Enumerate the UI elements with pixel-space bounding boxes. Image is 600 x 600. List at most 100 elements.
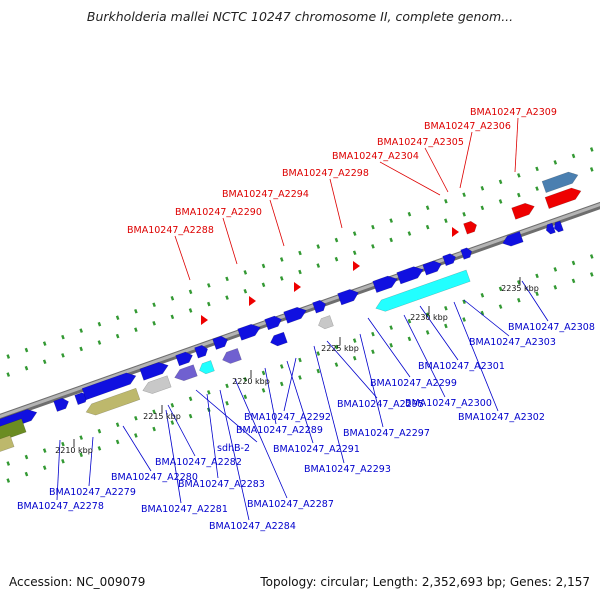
gene-arrow xyxy=(442,253,456,267)
track-dot xyxy=(279,364,284,369)
gene-label-forward: BMA10247_A2298 xyxy=(282,168,369,179)
track-dot xyxy=(207,283,211,288)
gene-label-reverse: BMA10247_A2303 xyxy=(469,337,556,348)
gene-arrow xyxy=(502,231,524,247)
track-dot xyxy=(535,186,539,191)
track-dot xyxy=(188,308,193,313)
gene-arrow xyxy=(396,266,424,285)
track-dot xyxy=(298,357,302,363)
track-dot xyxy=(115,422,120,427)
track-dot xyxy=(170,314,175,320)
gene-label-reverse: BMA10247_A2293 xyxy=(304,464,391,475)
leader-line xyxy=(403,314,446,398)
track-dot xyxy=(425,330,430,335)
gene-label-reverse: BMA10247_A2300 xyxy=(405,398,492,409)
gene-arrow xyxy=(294,282,301,292)
gene-label-reverse: BMA10247_A2292 xyxy=(244,412,331,423)
gene-label-reverse: BMA10247_A2287 xyxy=(247,499,334,510)
track-dot xyxy=(352,250,357,256)
gene-label-forward: BMA10247_A2294 xyxy=(222,189,309,200)
leader-line xyxy=(463,299,510,337)
track-dot xyxy=(152,426,156,432)
track-dot xyxy=(462,212,466,217)
track-dot xyxy=(553,160,558,165)
track-dot xyxy=(42,448,47,453)
track-dot xyxy=(24,454,29,460)
gene-arrow xyxy=(0,435,15,455)
gene-arrow xyxy=(283,306,307,324)
gene-group xyxy=(0,171,582,455)
track-dot xyxy=(6,478,11,483)
track-dot xyxy=(6,461,11,466)
track-dot xyxy=(553,267,558,272)
track-dot xyxy=(115,333,120,339)
track-dot xyxy=(61,458,65,464)
track-dot xyxy=(462,299,466,305)
gene-arrow xyxy=(375,269,471,312)
track-dot xyxy=(444,198,448,204)
gene-label-reverse: BMA10247_A2281 xyxy=(141,504,228,515)
track-dot xyxy=(261,388,266,393)
track-dot xyxy=(334,344,339,350)
leader-line xyxy=(453,301,499,412)
track-dot xyxy=(97,340,102,345)
track-dot xyxy=(571,260,576,266)
track-dot xyxy=(535,166,539,172)
scale-tick-label: 2225 kbp xyxy=(321,344,359,353)
scale-ticks: 2210 kbp 2215 kbp 2220 kbp 2225 kbp 2230 kbp… xyxy=(55,277,539,455)
gene-arrow xyxy=(194,344,208,359)
track-dot xyxy=(61,334,65,340)
track-dot xyxy=(134,327,138,332)
track-dot xyxy=(480,293,485,298)
topology-summary: Topology: circular; Length: 2,352,693 bp… xyxy=(260,575,590,589)
track-dot xyxy=(24,365,29,371)
leader-line xyxy=(234,378,288,499)
track-dot xyxy=(480,186,485,191)
track-dot xyxy=(407,318,412,324)
gene-arrow xyxy=(53,397,69,412)
gene-arrow xyxy=(142,375,172,394)
track-dot xyxy=(42,341,47,346)
gene-label-reverse: BMA10247_A2280 xyxy=(111,472,198,483)
leader-line xyxy=(264,367,277,425)
track-dot xyxy=(371,224,375,230)
gene-label-reverse: BMA10247_A2289 xyxy=(236,425,323,436)
track-dot xyxy=(352,231,357,236)
track-dot xyxy=(97,428,102,434)
track-dot xyxy=(243,394,248,400)
track-dot xyxy=(498,199,503,204)
track-dot xyxy=(188,289,193,295)
gene-label-reverse: BMA10247_A2302 xyxy=(458,412,545,423)
gene-label-reverse: BMA10247_A2283 xyxy=(178,479,265,490)
track-dot xyxy=(589,254,594,259)
gene-label-forward: BMA10247_A2305 xyxy=(377,137,464,148)
track-dot xyxy=(170,403,175,408)
track-dot xyxy=(462,317,466,322)
track-dot xyxy=(425,224,430,230)
track-dot xyxy=(444,218,448,223)
gene-arrow xyxy=(318,315,334,330)
track-dot xyxy=(170,420,175,425)
gene-label-reverse: BMA10247_A2282 xyxy=(155,457,242,468)
gene-label-reverse: BMA10247_A2279 xyxy=(49,487,136,498)
leader-line xyxy=(424,147,449,193)
gene-arrow xyxy=(199,360,215,375)
scale-tick-label: 2220 kbp xyxy=(232,377,270,386)
gene-arrow xyxy=(212,335,228,350)
gene-label-reverse: BMA10247_A2297 xyxy=(343,428,430,439)
map-title: Burkholderia mallei NCTC 10247 chromosom… xyxy=(86,9,514,24)
track-dot xyxy=(407,211,412,217)
track-dot xyxy=(316,244,321,249)
scale-tick-label: 2235 kbp xyxy=(501,284,539,293)
track-dot xyxy=(480,205,485,211)
track-dot xyxy=(279,257,284,262)
track-dots xyxy=(6,147,594,483)
track-dot xyxy=(517,192,521,198)
track-dot xyxy=(316,263,321,268)
track-dot xyxy=(243,377,248,382)
track-dot xyxy=(79,435,83,440)
gene-arrow xyxy=(270,331,288,347)
track-dot xyxy=(298,250,302,256)
gene-arrow xyxy=(264,315,282,331)
